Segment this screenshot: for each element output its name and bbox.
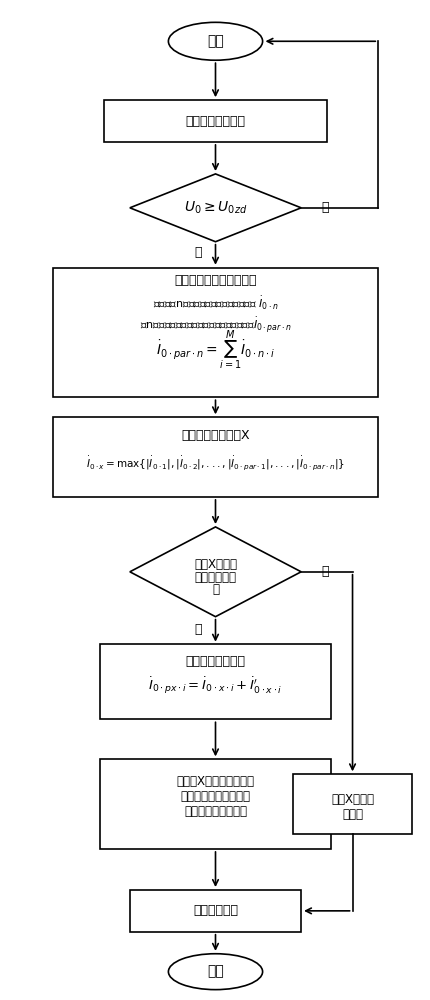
Text: $U_0 \geq U_{0zd}$: $U_0 \geq U_{0zd}$ <box>183 200 247 216</box>
Polygon shape <box>129 174 301 242</box>
Bar <box>129 890 301 932</box>
Text: 线路X为平行: 线路X为平行 <box>194 558 236 571</box>
Bar <box>100 644 330 719</box>
Bar <box>52 268 378 397</box>
Bar <box>292 774 412 834</box>
Text: 计算该线组各线路: 计算该线组各线路 <box>185 655 245 668</box>
Text: 测量各线路始端零序电流: 测量各线路始端零序电流 <box>174 274 256 287</box>
Text: 开始: 开始 <box>207 34 223 48</box>
Text: 结束: 结束 <box>207 965 223 979</box>
Text: $\dot{I}_{0\cdot px\cdot i} = \dot{I}_{0\cdot x\cdot i} + \dot{I}^{\prime}_{0\cd: $\dot{I}_{0\cdot px\cdot i} = \dot{I}_{0… <box>148 675 282 696</box>
Bar <box>100 759 330 849</box>
Ellipse shape <box>168 22 262 60</box>
Text: 计故障线路为线路X: 计故障线路为线路X <box>181 429 249 442</box>
Text: $\dot{I}_{0\cdot par\cdot n} = \sum_{i=1}^{M} \dot{I}_{0\cdot n\cdot i}$: $\dot{I}_{0\cdot par\cdot n} = \sum_{i=1… <box>155 328 275 372</box>
Text: 其中，第n条普通线路始端零序电流记作 $\dot{I}_{0\cdot n}$: 其中，第n条普通线路始端零序电流记作 $\dot{I}_{0\cdot n}$ <box>152 295 278 312</box>
Bar <box>52 417 378 497</box>
Text: 回线组X中两端零序电流: 回线组X中两端零序电流 <box>176 775 254 788</box>
Text: 完成故障选线: 完成故障选线 <box>193 904 237 917</box>
Text: 障线路: 障线路 <box>341 808 362 821</box>
Text: $\dot{I}_{0\cdot x} = \max\{|\dot{I}_{0\cdot 1}|,|\dot{I}_{0\cdot 2}|,...,|\dot{: $\dot{I}_{0\cdot x} = \max\{|\dot{I}_{0\… <box>86 454 344 472</box>
Text: 否: 否 <box>320 201 328 214</box>
Polygon shape <box>129 527 301 617</box>
Text: 组: 组 <box>212 583 218 596</box>
Ellipse shape <box>168 954 262 990</box>
Text: 线路X即为故: 线路X即为故 <box>330 793 373 806</box>
Text: 否: 否 <box>320 565 328 578</box>
Text: 是: 是 <box>194 623 202 636</box>
Text: 的线路即为故障线路: 的线路即为故障线路 <box>184 805 246 818</box>
Text: 双（多）回线: 双（多）回线 <box>194 571 236 584</box>
Text: 第n组含双（多）回线线组始端零序电流记作$\dot{I}_{0\cdot par\cdot n}$: 第n组含双（多）回线线组始端零序电流记作$\dot{I}_{0\cdot par… <box>139 316 291 335</box>
Text: 确定配电网馈线数: 确定配电网馈线数 <box>185 115 245 128</box>
Bar <box>104 100 326 142</box>
Text: 和幅值最大且方向为负: 和幅值最大且方向为负 <box>180 790 250 803</box>
Text: 是: 是 <box>194 246 202 259</box>
